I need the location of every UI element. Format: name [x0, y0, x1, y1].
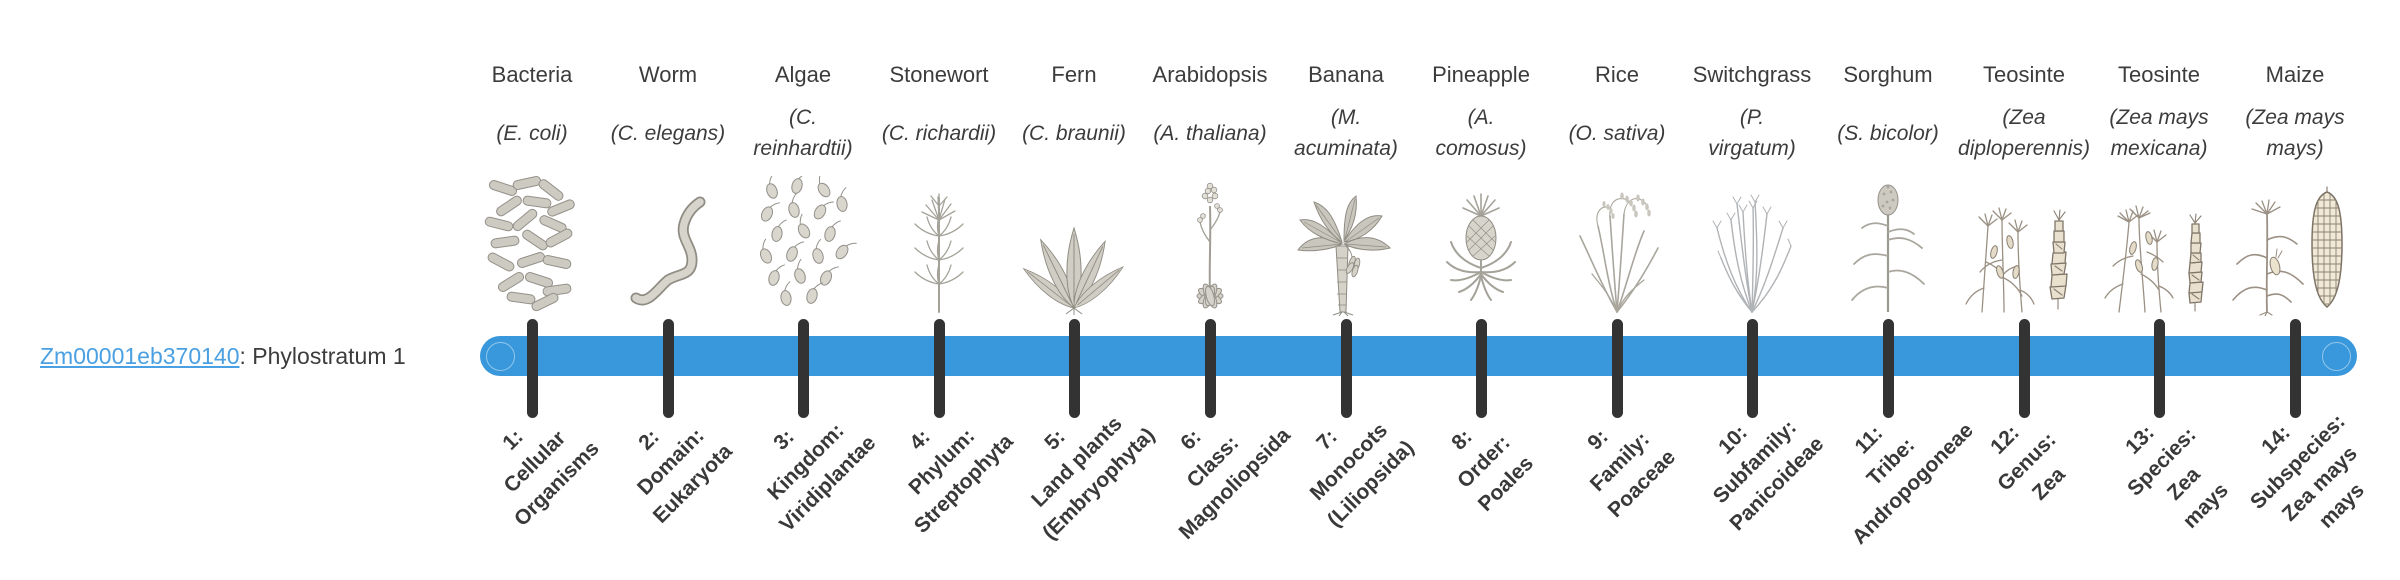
organism-column: Switchgrass (P. virgatum) 10: Subfamily:… [1677, 60, 1829, 570]
teosinte-mexicana-icon [2084, 176, 2234, 316]
timeline-tick [1068, 319, 1080, 418]
organism-column: Maize (Zea mays mays) 14: Subspecies: Ze… [2220, 60, 2370, 570]
phylostratum-label: 14: Subspecies: Zea mays mays [2246, 410, 2369, 533]
organism-column: Rice (O. sativa) 9: Family: Poaceae [1542, 60, 1692, 570]
timeline-tick [1340, 319, 1352, 418]
switchgrass-icon [1677, 176, 1827, 316]
organism-latin-name: (Zea diploperennis) [1958, 106, 2090, 160]
worm-icon [593, 176, 743, 316]
timeline-tick [526, 319, 538, 418]
timeline-tick [2018, 319, 2030, 418]
gene-label: Zm00001eb370140: Phylostratum 1 [40, 342, 406, 370]
organism-latin-name: (A. thaliana) [1153, 121, 1267, 145]
arabidopsis-icon [1135, 176, 1285, 316]
phylostratum-text: : Phylostratum 1 [239, 343, 406, 369]
phylostratum-label: 12: Genus: Zea [1986, 421, 2070, 505]
organism-illustration [1271, 166, 1421, 316]
timeline-tick [933, 319, 945, 418]
phylostratum-label: 3: Kingdom: Viridiplantae [763, 419, 881, 537]
organism-column: Worm (C. elegans) 2: Domain: Eukaryota [593, 60, 743, 570]
organism-latin-name: (C. elegans) [610, 121, 726, 145]
organism-column: Teosinte (Zea mays mexicana) 13: Species… [2084, 60, 2234, 570]
organism-illustration [1542, 166, 1692, 316]
organism-column: Stonewort (C. richardii) 4: Phylum: Stre… [864, 60, 1018, 570]
timeline-tick [662, 319, 674, 418]
organism-latin-name: (M. acuminata) [1294, 106, 1398, 160]
phylostratum-label: 2: Domain: Eukaryota [633, 424, 737, 528]
organism-column: Arabidopsis (A. thaliana) 6: Class: Magn… [1135, 60, 1295, 570]
organism-common-name: Bacteria [491, 62, 573, 87]
organism-latin-name: (Zea mays mays) [2245, 106, 2345, 160]
timeline-tick [2289, 319, 2301, 418]
bacteria-icon [457, 176, 607, 316]
phylostratum-label: 4: Phylum: Streptophyta [904, 424, 1018, 538]
organism-latin-name: (A. comosus) [1435, 106, 1527, 160]
organism-latin-name: (P. virgatum) [1708, 106, 1796, 160]
organism-column: Teosinte (Zea diploperennis) 12: Genus: … [1949, 60, 2099, 570]
organism-latin-name: (S. bicolor) [1837, 121, 1939, 145]
gene-id-link[interactable]: Zm00001eb370140 [40, 343, 240, 369]
organism-common-name: Teosinte [1983, 62, 2065, 87]
phylostratum-label: 7: Monocots (Liliopsida) [1305, 418, 1419, 532]
organism-common-name: Arabidopsis [1152, 62, 1268, 87]
organism-common-name: Algae [774, 62, 832, 87]
timeline-tick [1475, 319, 1487, 418]
timeline-tick [1204, 319, 1216, 418]
organism-column: Pineapple (A. comosus) 8: Order: Poales [1406, 60, 1556, 570]
organism-illustration [1135, 166, 1285, 316]
timeline-tick [1746, 319, 1758, 418]
organism-latin-name: (E. coli) [496, 121, 568, 145]
timeline-tick [1882, 319, 1894, 418]
organism-common-name: Rice [1594, 62, 1639, 87]
organism-column: Algae (C. reinhardtii) 3: Kingdom: Virid… [728, 60, 880, 570]
rice-icon [1542, 176, 1692, 316]
organism-illustration [457, 166, 607, 316]
stonewort-icon [864, 176, 1014, 316]
phylostratum-label: 9: Family: Poaceae [1583, 425, 1681, 523]
organism-common-name: Banana [1308, 62, 1384, 87]
organism-illustration [2220, 166, 2370, 316]
pineapple-icon [1406, 176, 1556, 316]
organism-latin-name: (C. reinhardtii) [753, 106, 853, 160]
organism-illustration [728, 166, 878, 316]
banana-icon [1271, 176, 1421, 316]
maize-icon [2220, 176, 2370, 316]
organism-latin-name: (C. braunii) [1022, 121, 1126, 145]
organism-common-name: Pineapple [1432, 62, 1530, 87]
phylostratum-label: 10: Subfamily: Panicoideae [1708, 415, 1829, 536]
algae-icon [728, 176, 878, 316]
phylostratum-label: 8: Order: Poales [1447, 425, 1538, 516]
organism-common-name: Fern [1051, 62, 1097, 87]
organism-illustration [1813, 166, 1963, 316]
organism-illustration [2084, 166, 2234, 316]
phylostratum-timeline-bar [480, 336, 2357, 376]
organism-latin-name: (Zea mays mexicana) [2109, 106, 2209, 160]
organism-column: Fern (C. braunii) 5: Land plants (Embryo… [999, 60, 1159, 570]
organism-common-name: Stonewort [889, 62, 989, 87]
organism-latin-name: (O. sativa) [1568, 121, 1666, 145]
organism-common-name: Sorghum [1843, 62, 1933, 87]
organism-latin-name: (C. richardii) [881, 121, 997, 145]
timeline-tick [1611, 319, 1623, 418]
organism-common-name: Teosinte [2118, 62, 2200, 87]
phylostratum-label: 1: Cellular Organisms [498, 425, 604, 531]
organism-illustration [1677, 166, 1827, 316]
organism-common-name: Switchgrass [1692, 62, 1812, 87]
organism-illustration [999, 166, 1149, 316]
teosinte-diploperennis-icon [1949, 176, 2099, 316]
organism-illustration [864, 166, 1014, 316]
organism-column: Banana (M. acuminata) 7: Monocots (Lilio… [1271, 60, 1421, 570]
organism-illustration [1949, 166, 2099, 316]
timeline-tick [2153, 319, 2165, 418]
organism-common-name: Worm [638, 62, 698, 87]
organism-column: Sorghum (S. bicolor) 11: Tribe: Andropog… [1813, 60, 1978, 570]
organism-column: Bacteria (E. coli) 1: Cellular Organisms [457, 60, 607, 570]
organism-common-name: Maize [2265, 62, 2325, 87]
timeline-tick [797, 319, 809, 418]
organism-illustration [1406, 166, 1556, 316]
fern-icon [999, 176, 1149, 316]
organism-illustration [593, 166, 743, 316]
sorghum-icon [1813, 176, 1963, 316]
